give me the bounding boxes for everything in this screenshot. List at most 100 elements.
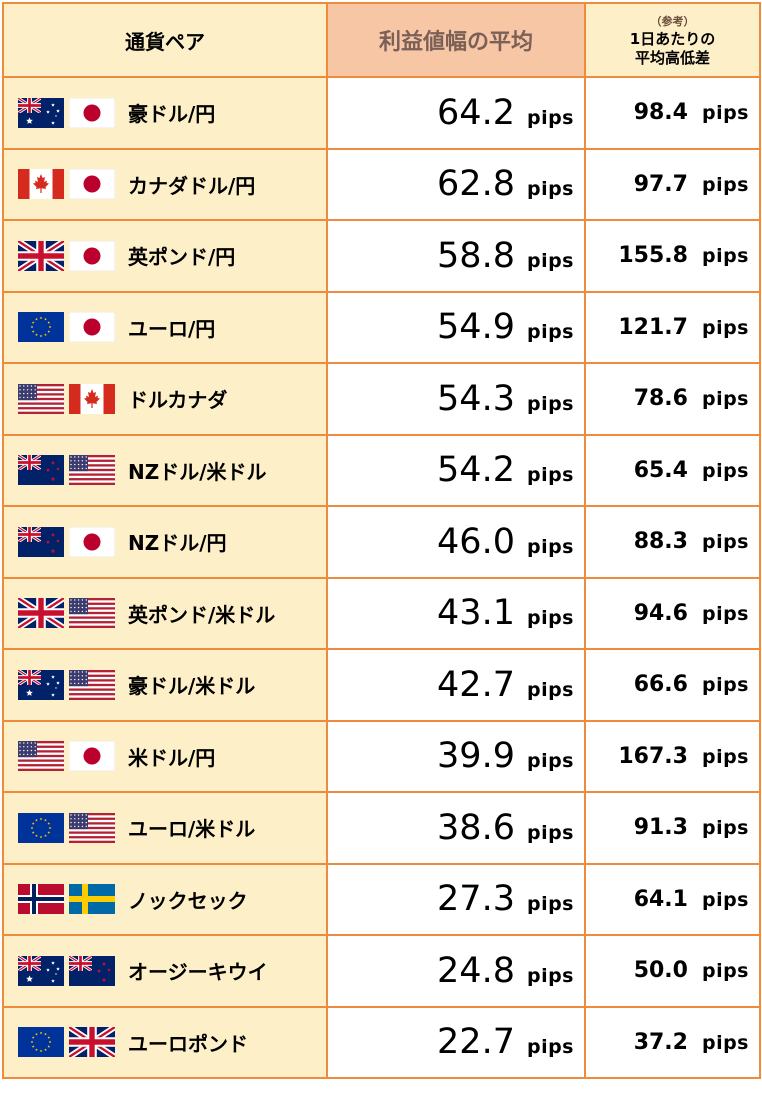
table-row: NZドル/米ドル 54.2 pips 65.4 pips bbox=[2, 433, 761, 507]
profit-cell: 22.7 pips bbox=[326, 1005, 586, 1079]
australia-flag-icon bbox=[18, 97, 69, 128]
australia-flag-icon bbox=[18, 955, 69, 986]
profit-value: 54.9 bbox=[437, 307, 515, 348]
profit-unit: pips bbox=[526, 893, 574, 916]
pair-name: 英ポンド/円 bbox=[128, 245, 236, 270]
profit-unit: pips bbox=[526, 249, 574, 272]
range-value: 50.0 bbox=[633, 958, 688, 984]
table-row: ユーロ/米ドル 38.6 pips 91.3 pips bbox=[2, 791, 761, 865]
profit-unit: pips bbox=[526, 321, 574, 344]
profit-unit: pips bbox=[526, 678, 574, 701]
table-row: NZドル/円 46.0 pips 88.3 pips bbox=[2, 505, 761, 579]
eu-flag-icon bbox=[18, 312, 69, 343]
range-unit: pips bbox=[701, 960, 749, 983]
profit-value: 38.6 bbox=[437, 807, 515, 848]
range-unit: pips bbox=[701, 245, 749, 268]
us-flag-icon bbox=[69, 455, 120, 486]
japan-flag-icon bbox=[69, 240, 120, 271]
range-cell: 66.6 pips bbox=[584, 648, 761, 722]
pair-name: 英ポンド/米ドル bbox=[128, 602, 276, 627]
new-zealand-flag-icon bbox=[69, 955, 120, 986]
range-cell: 121.7 pips bbox=[584, 290, 761, 364]
us-flag-icon bbox=[69, 669, 120, 700]
pair-cell: NZドル/円 bbox=[2, 505, 328, 579]
profit-value: 43.1 bbox=[437, 593, 515, 634]
us-flag-icon bbox=[69, 812, 120, 843]
australia-flag-icon bbox=[18, 669, 69, 700]
profit-unit: pips bbox=[526, 392, 574, 415]
norway-flag-icon bbox=[18, 884, 69, 915]
range-value: 94.6 bbox=[633, 600, 688, 626]
pair-name: オージーキウイ bbox=[128, 960, 268, 985]
range-value: 97.7 bbox=[633, 171, 688, 197]
range-unit: pips bbox=[701, 173, 749, 196]
profit-cell: 58.8 pips bbox=[326, 219, 586, 293]
pair-cell: ユーロ/円 bbox=[2, 290, 328, 364]
range-value: 167.3 bbox=[618, 743, 688, 769]
canada-flag-icon bbox=[69, 383, 120, 414]
profit-unit: pips bbox=[526, 964, 574, 987]
range-unit: pips bbox=[701, 102, 749, 125]
range-cell: 167.3 pips bbox=[584, 719, 761, 793]
table-row: ノックセック 27.3 pips 64.1 pips bbox=[2, 862, 761, 936]
pair-cell: NZドル/米ドル bbox=[2, 433, 328, 507]
japan-flag-icon bbox=[69, 526, 120, 557]
profit-cell: 64.2 pips bbox=[326, 76, 586, 150]
profit-unit: pips bbox=[526, 607, 574, 630]
range-cell: 37.2 pips bbox=[584, 1005, 761, 1079]
range-unit: pips bbox=[701, 459, 749, 482]
range-cell: 94.6 pips bbox=[584, 576, 761, 650]
profit-value: 24.8 bbox=[437, 950, 515, 991]
range-cell: 98.4 pips bbox=[584, 76, 761, 150]
japan-flag-icon bbox=[69, 741, 120, 772]
table-row: 英ポンド/円 58.8 pips 155.8 pips bbox=[2, 219, 761, 293]
header-ref-line-1: 1日あたりの bbox=[629, 29, 716, 48]
range-value: 88.3 bbox=[633, 529, 688, 555]
header-daily-average-range: （参考） 1日あたりの 平均高低差 bbox=[584, 2, 761, 78]
table-row: 英ポンド/米ドル 43.1 pips 94.6 pips bbox=[2, 576, 761, 650]
pair-name: ユーロ/円 bbox=[128, 316, 216, 341]
profit-unit: pips bbox=[526, 821, 574, 844]
pair-name: NZドル/米ドル bbox=[128, 459, 267, 484]
sweden-flag-icon bbox=[69, 884, 120, 915]
pair-name: カナダドル/円 bbox=[128, 173, 256, 198]
profit-value: 58.8 bbox=[437, 235, 515, 276]
pair-cell: ドルカナダ bbox=[2, 362, 328, 436]
profit-unit: pips bbox=[526, 535, 574, 558]
us-flag-icon bbox=[18, 741, 69, 772]
profit-value: 64.2 bbox=[437, 92, 515, 133]
eu-flag-icon bbox=[18, 812, 69, 843]
range-cell: 65.4 pips bbox=[584, 433, 761, 507]
profit-value: 42.7 bbox=[437, 664, 515, 705]
range-unit: pips bbox=[701, 1031, 749, 1054]
range-value: 98.4 bbox=[633, 100, 688, 126]
profit-cell: 54.9 pips bbox=[326, 290, 586, 364]
pair-name: 豪ドル/円 bbox=[128, 102, 216, 127]
profit-cell: 42.7 pips bbox=[326, 648, 586, 722]
range-cell: 50.0 pips bbox=[584, 934, 761, 1008]
profit-value: 39.9 bbox=[437, 736, 515, 777]
us-flag-icon bbox=[69, 598, 120, 629]
pair-name: ユーロ/米ドル bbox=[128, 817, 256, 842]
table-row: 米ドル/円 39.9 pips 167.3 pips bbox=[2, 719, 761, 793]
table-row: ドルカナダ 54.3 pips 78.6 pips bbox=[2, 362, 761, 436]
profit-unit: pips bbox=[526, 106, 574, 129]
range-unit: pips bbox=[701, 745, 749, 768]
table-row: 豪ドル/円 64.2 pips 98.4 pips bbox=[2, 76, 761, 150]
profit-unit: pips bbox=[526, 1036, 574, 1059]
profit-cell: 54.3 pips bbox=[326, 362, 586, 436]
pair-cell: オージーキウイ bbox=[2, 934, 328, 1008]
pair-name: 豪ドル/米ドル bbox=[128, 674, 256, 699]
profit-value: 54.3 bbox=[437, 378, 515, 419]
range-unit: pips bbox=[701, 674, 749, 697]
uk-flag-icon bbox=[18, 240, 69, 271]
pair-cell: 英ポンド/米ドル bbox=[2, 576, 328, 650]
table-row: カナダドル/円 62.8 pips 97.7 pips bbox=[2, 147, 761, 221]
profit-cell: 38.6 pips bbox=[326, 791, 586, 865]
canada-flag-icon bbox=[18, 169, 69, 200]
range-cell: 64.1 pips bbox=[584, 862, 761, 936]
profit-value: 62.8 bbox=[437, 164, 515, 205]
range-cell: 78.6 pips bbox=[584, 362, 761, 436]
profit-unit: pips bbox=[526, 178, 574, 201]
